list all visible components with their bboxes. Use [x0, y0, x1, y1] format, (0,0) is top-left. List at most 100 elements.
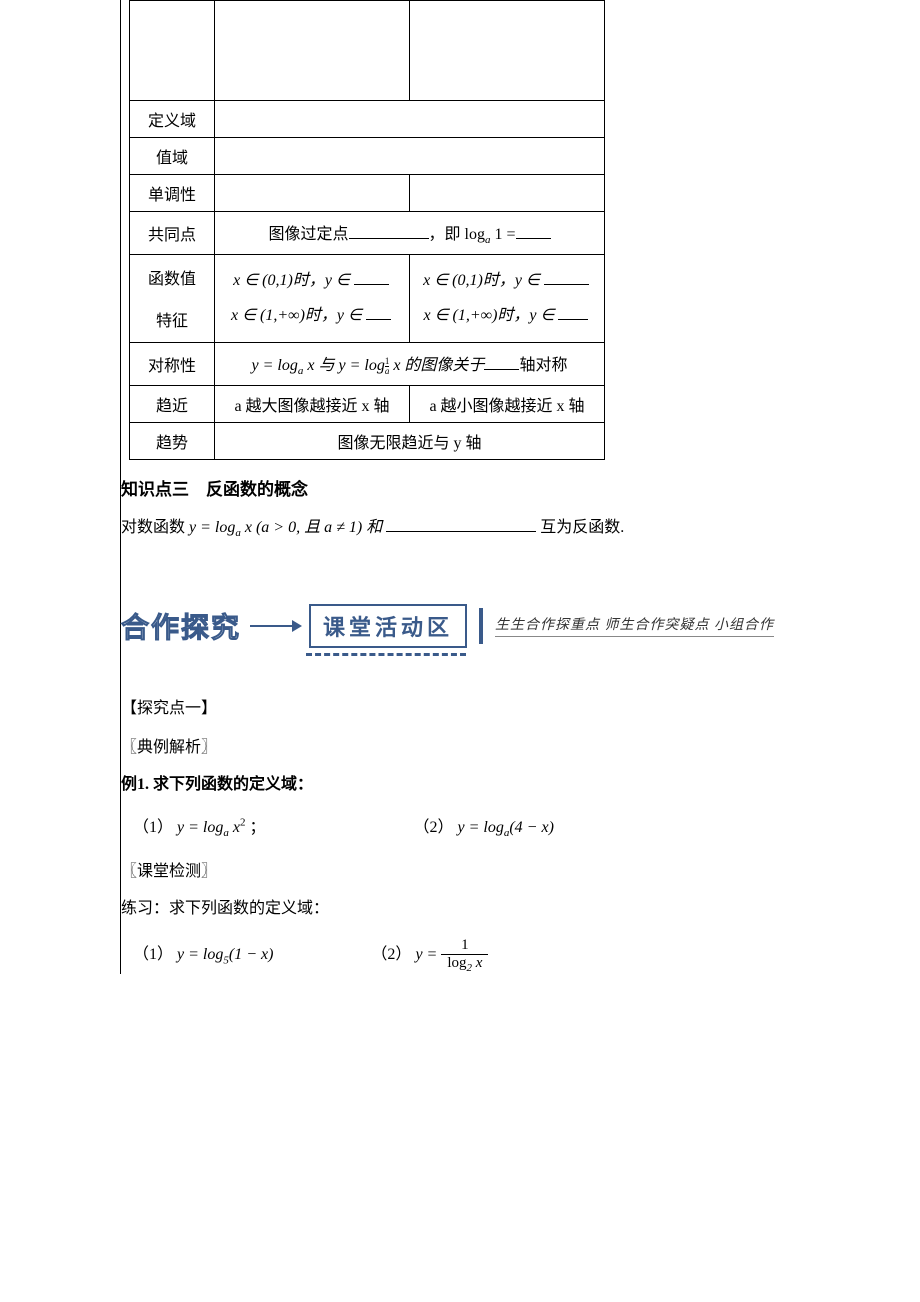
feature-right-cell: x ∈ (0,1)时，y ∈ x ∈ (1,+∞)时，y ∈: [410, 255, 605, 342]
explore-heading-2: 〖典例解析〗: [121, 733, 910, 757]
row-label-symmetry: 对称性: [130, 342, 215, 385]
properties-table: 定义域 值域 单调性 共同点 图像过定点，即 loga 1 = 函数值 特征 x…: [129, 0, 605, 460]
option-label: （1）: [133, 819, 177, 836]
table-row: 趋近 a 越大图像越接近 x 轴 a 越小图像越接近 x 轴: [130, 385, 605, 422]
practice-options: （1） y = log5(1 − x) （2） y = 1log2 x: [133, 937, 910, 974]
blank: [516, 223, 551, 239]
table-row: 值域: [130, 138, 605, 175]
text: 互为反函数.: [536, 519, 624, 536]
math: x 的图像关于: [389, 357, 484, 374]
math: y = log: [177, 946, 223, 963]
math: x ∈ (1,+∞)时，: [231, 307, 337, 324]
text: 轴对称: [519, 357, 567, 374]
text: 1 =: [490, 226, 515, 243]
math: (4 − x): [509, 819, 554, 836]
heading-title: 反函数的概念: [206, 480, 308, 499]
row-label-range: 值域: [130, 138, 215, 175]
feature-left-cell: x ∈ (0,1)时，y ∈ x ∈ (1,+∞)时，y ∈: [215, 255, 410, 342]
table-cell: [215, 1, 410, 101]
table-cell: [410, 175, 605, 212]
banner-box: 课堂活动区: [309, 604, 467, 648]
example-1-options: （1） y = loga x2 ； （2） y = loga(4 − x): [133, 813, 910, 839]
row-label-trend: 趋势: [130, 422, 215, 459]
option-label: （2）: [371, 946, 415, 963]
text: 图像过定点: [269, 226, 349, 243]
fraction: 1log2 x: [441, 937, 488, 974]
page-container: 定义域 值域 单调性 共同点 图像过定点，即 loga 1 = 函数值 特征 x…: [120, 0, 910, 974]
row-label-approach: 趋近: [130, 385, 215, 422]
math: y ∈: [515, 272, 540, 289]
math: x 与 y = log: [303, 357, 384, 374]
math: y = log: [177, 819, 223, 836]
option-label: （2）: [413, 819, 457, 836]
table-row: 定义域: [130, 101, 605, 138]
math: y = log: [458, 819, 504, 836]
math: x ∈ (0,1)时，: [233, 272, 325, 289]
math: y ∈: [529, 307, 554, 324]
math: x: [229, 819, 240, 836]
table-cell: [215, 101, 605, 138]
explore-heading-1: 【探究点一】: [121, 694, 910, 718]
text: 函数值: [148, 271, 196, 288]
table-cell: [130, 1, 215, 101]
math: y =: [415, 946, 441, 963]
table-cell: [215, 138, 605, 175]
math: x: [241, 519, 252, 536]
math: x ∈ (1,+∞)时，: [424, 307, 530, 324]
blank: [484, 354, 519, 370]
math: x: [472, 955, 482, 971]
math: (a > 0, 且 a ≠ 1) 和: [252, 519, 386, 536]
math: log: [447, 955, 466, 971]
row-label-monotonicity: 单调性: [130, 175, 215, 212]
blank: [544, 269, 589, 285]
blank: [386, 516, 536, 532]
table-row: 趋势 图像无限趋近与 y 轴: [130, 422, 605, 459]
practice-label: 练习：求下列函数的定义域：: [121, 893, 910, 925]
text: ，即 log: [429, 226, 485, 243]
symmetry-cell: y = loga x 与 y = log1a x 的图像关于轴对称: [215, 342, 605, 385]
math: y = log: [189, 519, 235, 536]
row-label-feature: 函数值 特征: [130, 255, 215, 342]
arrow-icon: [250, 625, 300, 627]
table-cell: [410, 1, 605, 101]
math: y ∈: [337, 307, 362, 324]
banner-outline-text: 合作探究: [121, 606, 241, 646]
option-label: （1）: [133, 946, 177, 963]
heading-label: 知识点三: [121, 480, 189, 499]
decorative-dash: [306, 653, 466, 656]
math: x ∈ (0,1)时，: [423, 272, 515, 289]
decorative-bar: [479, 608, 483, 644]
example-1-label: 例1. 求下列函数的定义域：: [121, 769, 910, 801]
math: (1 − x): [229, 946, 274, 963]
blank: [366, 304, 391, 320]
math: y = log: [252, 357, 298, 374]
approach-right: a 越小图像越接近 x 轴: [410, 385, 605, 422]
table-cell: [215, 175, 410, 212]
section-3-heading: 知识点三 反函数的概念: [121, 475, 910, 500]
classroom-test-heading: 〖课堂检测〗: [121, 857, 910, 881]
common-point-cell: 图像过定点，即 loga 1 =: [215, 212, 605, 255]
section-banner: 合作探究 课堂活动区 生生合作探重点 师生合作突疑点 小组合作: [121, 604, 910, 664]
text: 特征: [156, 313, 188, 330]
approach-left: a 越大图像越接近 x 轴: [215, 385, 410, 422]
text: 例1. 求下列函数的定义域：: [121, 776, 313, 793]
table-row: 函数值 特征 x ∈ (0,1)时，y ∈ x ∈ (1,+∞)时，y ∈ x …: [130, 255, 605, 342]
blank: [349, 223, 429, 239]
banner-tagline: 生生合作探重点 师生合作突疑点 小组合作: [495, 614, 774, 637]
text: ；: [245, 819, 265, 836]
table-row: 对称性 y = loga x 与 y = log1a x 的图像关于轴对称: [130, 342, 605, 385]
numerator: 1: [441, 937, 488, 955]
blank: [558, 304, 588, 320]
text: 对数函数: [121, 519, 189, 536]
table-row: [130, 1, 605, 101]
math: y ∈: [325, 272, 350, 289]
row-label-common: 共同点: [130, 212, 215, 255]
denominator: log2 x: [441, 955, 488, 974]
blank: [354, 269, 389, 285]
banner-box-text: 课堂活动区: [323, 615, 453, 640]
inverse-function-sentence: 对数函数 y = loga x (a > 0, 且 a ≠ 1) 和 互为反函数…: [121, 512, 910, 544]
table-row: 共同点 图像过定点，即 loga 1 =: [130, 212, 605, 255]
table-row: 单调性: [130, 175, 605, 212]
trend-cell: 图像无限趋近与 y 轴: [215, 422, 605, 459]
row-label-domain: 定义域: [130, 101, 215, 138]
